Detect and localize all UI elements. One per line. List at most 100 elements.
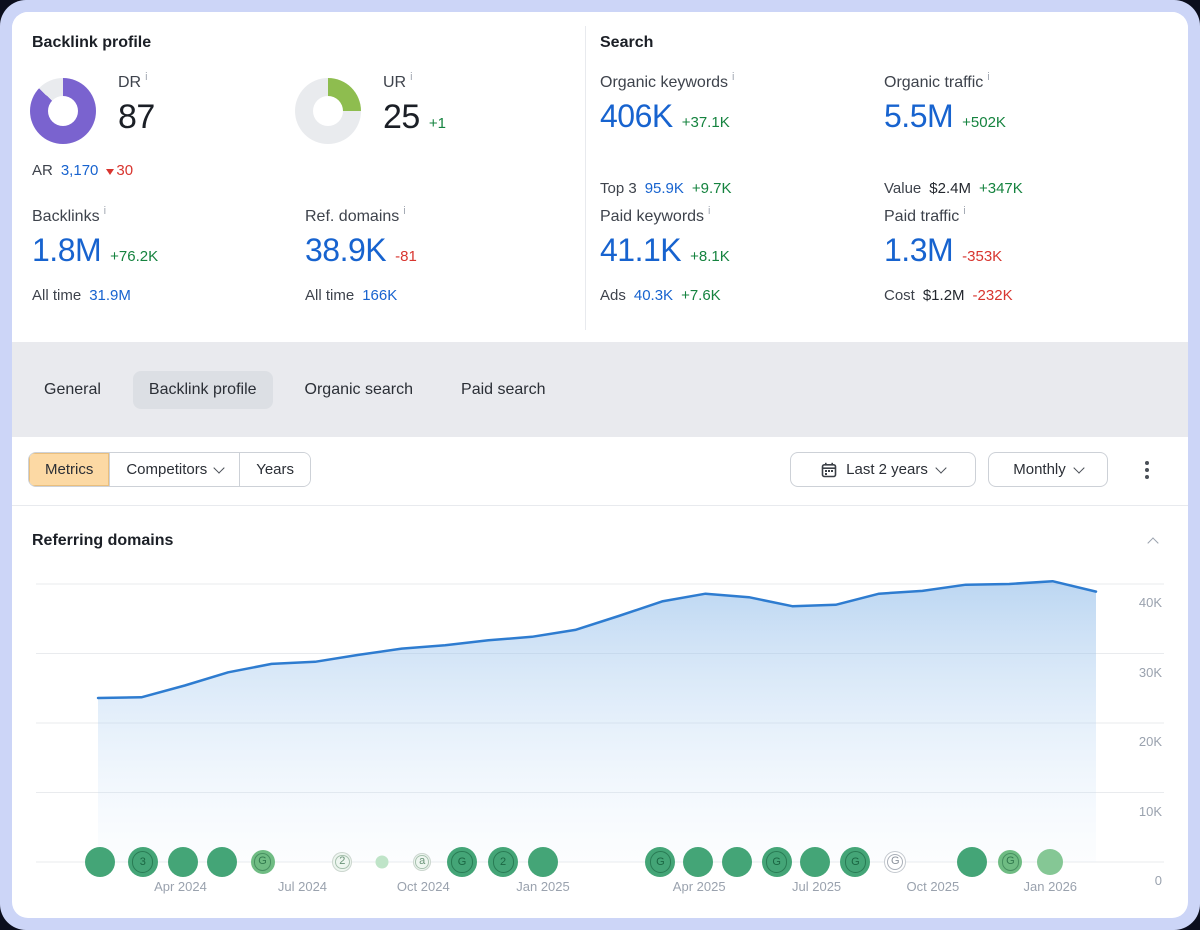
event-marker[interactable] [800, 847, 831, 877]
ref-domains-delta: -81 [395, 248, 417, 265]
tab-general[interactable]: General [44, 380, 101, 398]
event-marker-2[interactable]: 2 [332, 852, 353, 872]
info-icon[interactable]: i [963, 205, 966, 217]
event-marker-G[interactable]: G [250, 850, 275, 874]
info-icon[interactable]: i [145, 71, 148, 83]
more-options-button[interactable] [1134, 452, 1160, 487]
ref-domains-label: Ref. domains [305, 208, 400, 225]
event-marker[interactable] [167, 847, 198, 877]
event-marker[interactable] [956, 847, 987, 877]
event-glyph: G [649, 851, 671, 873]
collapse-panel-button[interactable] [1138, 528, 1168, 554]
organic-traffic-value[interactable]: 5.5M [884, 98, 954, 134]
date-range-button[interactable]: Last 2 years [790, 452, 976, 487]
info-icon[interactable]: i [708, 205, 711, 217]
x-axis-label: Jul 2025 [792, 879, 842, 894]
x-axis-label: Jan 2025 [516, 879, 570, 894]
paid-keywords-delta: +8.1K [690, 248, 730, 265]
event-marker[interactable] [206, 847, 237, 877]
event-glyph: G [253, 853, 272, 871]
toolbar-divider [12, 505, 1188, 506]
ar-value[interactable]: 3,170 [60, 162, 99, 179]
years-segment-button[interactable]: Years [240, 453, 311, 486]
event-marker-G[interactable]: G [840, 847, 871, 877]
event-marker[interactable] [84, 847, 115, 877]
x-axis-label: Jan 2026 [1023, 879, 1078, 894]
event-marker[interactable] [721, 847, 752, 877]
ref-domains-value[interactable]: 38.9K [305, 232, 387, 268]
paid-traffic-delta: -353K [962, 248, 1003, 265]
info-icon[interactable]: i [732, 71, 735, 83]
event-glyph: G [844, 851, 866, 873]
ads-label: Ads [600, 287, 626, 304]
info-icon[interactable]: i [103, 205, 107, 217]
event-glyph: 3 [132, 851, 154, 873]
event-marker[interactable] [683, 847, 714, 877]
view-segmented-control: Metrics Competitors Years [28, 452, 312, 487]
paid-traffic-value[interactable]: 1.3M [884, 232, 954, 268]
x-axis-label: Oct 2025 [906, 879, 960, 894]
dr-donut-gauge [30, 78, 96, 144]
chart-canvas [36, 579, 1164, 863]
event-marker-G[interactable]: G [998, 850, 1023, 874]
y-axis-label: 0 [1154, 873, 1162, 888]
y-axis-label: 40K [1138, 595, 1162, 610]
info-icon[interactable]: i [410, 71, 413, 83]
event-marker-G[interactable]: G [761, 847, 792, 877]
paid-keywords-label: Paid keywords [600, 208, 705, 225]
event-marker-2[interactable]: 2 [488, 847, 519, 877]
stat-ur: UR i 25 +1 [383, 71, 446, 137]
metrics-segment-button[interactable]: Metrics [29, 453, 111, 486]
event-glyph: 2 [492, 851, 514, 873]
competitors-segment-button[interactable]: Competitors [110, 453, 241, 486]
event-marker-3[interactable]: 3 [127, 847, 158, 877]
donut-hole [313, 96, 343, 126]
donut-hole [48, 96, 78, 126]
paid-traffic-label: Paid traffic [884, 208, 960, 225]
value-amount: $2.4M [929, 180, 971, 197]
ads-value[interactable]: 40.3K [633, 287, 674, 304]
tab-bar: General Backlink profile Organic search Pai… [12, 342, 1188, 437]
all-time-value[interactable]: 31.9M [89, 287, 131, 304]
x-axis-label: Jul 2024 [277, 879, 328, 894]
ur-delta: +1 [428, 115, 446, 132]
backlinks-value[interactable]: 1.8M [32, 232, 102, 268]
all-time-value[interactable]: 166K [362, 287, 398, 304]
event-marker[interactable] [375, 855, 389, 869]
area-fill [98, 581, 1096, 862]
chevron-down-icon [935, 461, 947, 474]
all-time-label: All time [32, 287, 82, 304]
dr-label: DR [118, 74, 142, 91]
overview-card: Backlink profile Search DR i 87 AR 3,170 … [12, 12, 1188, 918]
event-marker-G[interactable]: G [447, 847, 478, 877]
event-marker-G[interactable]: G [884, 851, 907, 873]
event-marker[interactable] [528, 847, 558, 877]
vertical-divider [585, 26, 586, 330]
event-marker-a[interactable]: a [413, 853, 432, 871]
granularity-button[interactable]: Monthly [988, 452, 1108, 487]
ur-value: 25 [383, 98, 420, 136]
stats-section: Backlink profile Search DR i 87 AR 3,170 … [12, 12, 1188, 342]
chevron-down-icon [1073, 461, 1085, 474]
organic-keywords-value[interactable]: 406K [600, 98, 673, 134]
backlinks-delta: +76.2K [110, 248, 159, 265]
event-marker[interactable] [1037, 849, 1064, 875]
calendar-icon [821, 462, 837, 477]
all-time-label: All time [305, 287, 355, 304]
stat-paid-keywords: Paid keywords i 41.1K +8.1K Ads 40.3K +7.… [600, 205, 730, 305]
info-icon[interactable]: i [403, 205, 406, 217]
tab-paid-search[interactable]: Paid search [461, 380, 546, 398]
tab-organic-search[interactable]: Organic search [304, 380, 414, 398]
ar-delta: 30 [106, 162, 133, 179]
x-axis-label: Oct 2024 [396, 879, 450, 894]
info-icon[interactable]: i [987, 71, 990, 83]
paid-keywords-value[interactable]: 41.1K [600, 232, 682, 268]
tab-backlink-profile[interactable]: Backlink profile [132, 370, 273, 409]
referring-domains-chart[interactable]: 40K 30K 20K 10K 0 Apr 2024 Jul 2024 Oct 2024 Ja… [30, 578, 1170, 898]
x-axis-label: Apr 2024 [154, 879, 207, 894]
ar-label: AR [32, 162, 53, 179]
event-marker-G[interactable]: G [645, 847, 676, 877]
top3-value[interactable]: 95.9K [644, 180, 684, 197]
organic-traffic-delta: +502K [962, 114, 1006, 131]
